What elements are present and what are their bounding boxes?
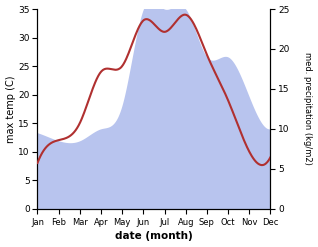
Y-axis label: max temp (C): max temp (C) [5, 75, 16, 143]
X-axis label: date (month): date (month) [115, 231, 193, 242]
Y-axis label: med. precipitation (kg/m2): med. precipitation (kg/m2) [303, 52, 313, 165]
